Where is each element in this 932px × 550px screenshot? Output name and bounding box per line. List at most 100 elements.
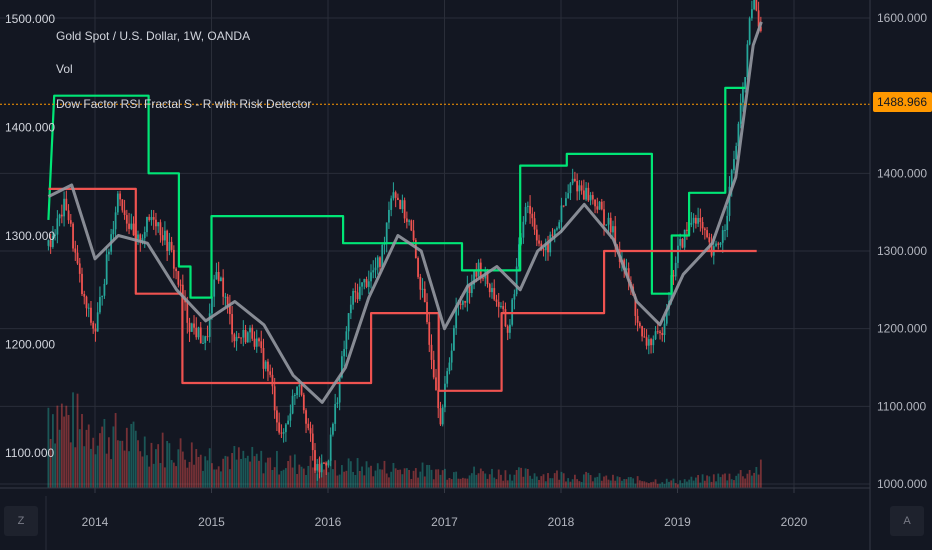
candle-body — [683, 229, 686, 248]
last-price-value: 1488.966 — [877, 95, 927, 109]
candle-body — [551, 234, 554, 236]
volume-bar — [278, 474, 281, 488]
volume-bar — [753, 472, 756, 488]
candle-body — [686, 229, 688, 231]
candle-body — [650, 339, 652, 346]
volume-bar — [365, 461, 368, 488]
candle-body — [170, 241, 173, 250]
right-axis-tick-label: 1300.000 — [877, 244, 927, 258]
candle-body — [83, 293, 86, 297]
candle-body — [549, 234, 552, 253]
volume-bar — [47, 407, 50, 488]
candle-body — [336, 402, 339, 405]
volume-bar — [340, 465, 343, 488]
volume-bar — [282, 469, 285, 488]
volume-bar — [90, 448, 92, 488]
candle-body — [74, 248, 77, 253]
candle-body — [748, 18, 751, 45]
candle-body — [305, 410, 307, 424]
candle-body — [193, 323, 195, 328]
volume-bar — [204, 456, 207, 488]
volume-bar — [699, 482, 702, 488]
volume-bar — [665, 478, 668, 488]
candle-body — [363, 279, 366, 283]
candle-body — [405, 218, 408, 222]
volume-bar — [311, 467, 314, 488]
candle-body — [735, 146, 738, 160]
volume-bar — [475, 474, 478, 488]
price-scale-area[interactable] — [870, 0, 932, 550]
candle-body — [473, 270, 475, 285]
candle-body — [231, 314, 234, 335]
candle-body — [237, 336, 240, 338]
candle-body — [51, 235, 54, 247]
volume-bar — [175, 466, 178, 488]
candle-body — [690, 222, 693, 225]
candle-body — [298, 384, 301, 387]
last-price-badge-box — [873, 92, 932, 112]
volume-bar — [742, 476, 744, 488]
candle-body — [130, 223, 133, 229]
volume-bar — [565, 481, 567, 488]
candle-body — [123, 210, 126, 216]
volume-bar — [296, 474, 298, 488]
reset-scale-button-left[interactable]: Z — [4, 506, 38, 536]
volume-bar — [141, 456, 144, 488]
volume-bar — [367, 467, 370, 488]
candle-body — [139, 234, 142, 243]
time-axis-area[interactable] — [0, 488, 870, 550]
volume-bar — [486, 478, 489, 488]
volume-bar — [101, 426, 104, 488]
candle-body — [517, 244, 520, 267]
volume-bar — [553, 473, 556, 488]
volume-bar — [383, 460, 386, 488]
candle-body — [125, 215, 128, 224]
candle-body — [401, 200, 404, 210]
volume-bar — [652, 481, 655, 488]
volume-bar — [670, 480, 673, 488]
volume-bar — [401, 474, 404, 488]
candle-body — [213, 279, 216, 297]
candle-body — [535, 229, 538, 241]
volume-bar — [130, 423, 133, 488]
candle-body — [753, 0, 756, 10]
candle-body — [334, 404, 337, 424]
volume-bar — [419, 471, 422, 488]
volume-bar — [506, 480, 509, 488]
volume-bar — [744, 478, 747, 488]
volume-bar — [152, 463, 155, 488]
volume-bar — [408, 469, 411, 488]
candle-body — [101, 295, 104, 298]
candle-body — [354, 291, 357, 293]
candle-body — [538, 240, 540, 244]
candle-body — [128, 223, 130, 229]
volume-bar — [159, 463, 162, 488]
volume-bar — [206, 460, 209, 488]
volume-bar — [632, 478, 635, 488]
volume-bar — [132, 421, 135, 488]
volume-bar — [614, 480, 617, 488]
candle-body — [318, 464, 321, 473]
volume-bar — [589, 475, 592, 488]
candle-body — [560, 205, 563, 223]
volume-bar — [390, 471, 393, 488]
candle-body — [332, 423, 334, 435]
volume-bar — [193, 464, 195, 488]
candle-body — [388, 209, 390, 223]
volume-bar — [405, 468, 408, 488]
volume-bar — [332, 469, 334, 488]
reset-scale-box-left — [4, 506, 38, 536]
volume-bar — [502, 480, 505, 488]
auto-scale-button-right[interactable]: A — [890, 506, 924, 536]
volume-bar — [479, 468, 482, 488]
candle-body — [152, 217, 155, 220]
time-axis-tick-label: 2020 — [781, 515, 808, 529]
volume-bar — [598, 473, 601, 488]
volume-bar — [623, 479, 626, 488]
volume-bar — [211, 463, 213, 488]
candle-body — [529, 205, 531, 214]
volume-bar — [273, 467, 276, 488]
volume-bar — [444, 468, 446, 488]
candle-body — [423, 288, 426, 303]
